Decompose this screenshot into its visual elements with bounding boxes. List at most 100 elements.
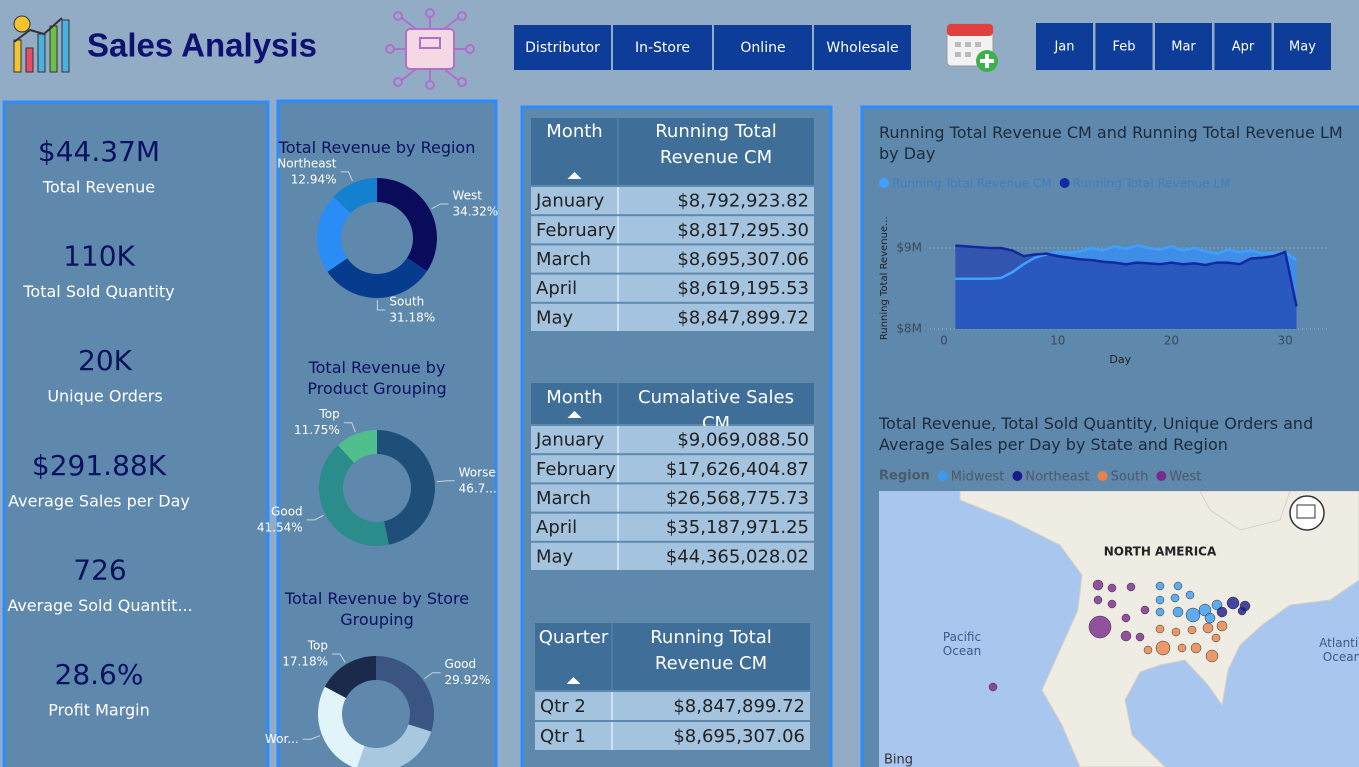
table-cell: $8,792,923.82 xyxy=(677,191,809,212)
table-header-cell: Month xyxy=(546,387,602,408)
table-cell: February xyxy=(536,220,616,241)
map-button[interactable] xyxy=(1289,495,1325,531)
kpi-label: Unique Orders xyxy=(47,387,162,406)
slicer-label[interactable]: In-Store xyxy=(635,40,690,56)
map-bubble xyxy=(1155,581,1165,591)
slicer-label[interactable]: Jan xyxy=(1053,40,1074,55)
month-slicer[interactable]: May xyxy=(1274,23,1331,70)
month-slicer[interactable]: Feb xyxy=(1095,23,1153,70)
slicer-button[interactable] xyxy=(1274,23,1331,70)
chart-title: Running Total Revenue CM and Running Tot… xyxy=(879,123,1343,163)
table-cell: April xyxy=(536,278,577,299)
leader-line xyxy=(431,203,449,210)
table-header-cell: Month xyxy=(546,121,602,142)
table-cell: $8,619,195.53 xyxy=(677,278,809,299)
map-bubble xyxy=(1155,595,1165,605)
slicer-label[interactable]: Feb xyxy=(1112,40,1135,55)
channel-slicer[interactable]: In-Store xyxy=(613,25,712,70)
slicer-button[interactable] xyxy=(613,25,712,70)
table-cell: May xyxy=(536,307,574,328)
slicer-label[interactable]: Online xyxy=(740,40,785,56)
table-cell: $8,847,899.72 xyxy=(673,696,805,717)
slicer-button[interactable] xyxy=(1095,23,1153,70)
map-bubble xyxy=(1177,643,1187,653)
slice-label: Good xyxy=(445,657,477,671)
map-bubble xyxy=(1216,620,1228,632)
kpi-label: Average Sales per Day xyxy=(8,491,190,510)
channel-slicer[interactable]: Distributor xyxy=(514,25,611,70)
kpi-label: Profit Margin xyxy=(48,701,149,720)
map-bubble xyxy=(1135,632,1145,642)
table-cell: $9,069,088.50 xyxy=(677,430,809,451)
slice-value-label: 41.54% xyxy=(257,520,303,534)
map-bubble xyxy=(1216,606,1228,618)
slice-value-label: 11.75% xyxy=(294,423,340,437)
table-row xyxy=(531,455,814,483)
slice-label: Top xyxy=(318,407,339,421)
slicer-label[interactable]: Distributor xyxy=(525,40,600,56)
map-bubble xyxy=(1121,613,1131,623)
kpi-label: Total Sold Quantity xyxy=(22,282,174,301)
kpi-value: 20K xyxy=(78,344,133,377)
map-bubble xyxy=(1170,593,1180,603)
table-cell: $8,695,307.06 xyxy=(673,726,805,747)
donut-slice xyxy=(333,178,377,214)
table-header-cell: Running Total Revenue CM xyxy=(655,121,777,168)
month-slicer[interactable]: Apr xyxy=(1214,23,1272,70)
donut-slice xyxy=(318,686,365,767)
leader-line xyxy=(340,171,353,182)
table-cell: April xyxy=(536,517,577,538)
slice-label: Northeast xyxy=(277,156,337,170)
donut-slice xyxy=(377,178,438,272)
legend-label: Running Total Revenue CM xyxy=(892,177,1052,191)
donut-slice xyxy=(318,445,389,546)
map-label: Pacific Ocean xyxy=(943,630,981,658)
table-row xyxy=(531,245,814,273)
slicer-label[interactable]: Wholesale xyxy=(826,40,898,56)
slicer-button[interactable] xyxy=(814,25,911,70)
month-slicer[interactable]: Mar xyxy=(1155,23,1212,70)
table-cell: $8,817,295.30 xyxy=(677,220,809,241)
legend-label: South xyxy=(1111,470,1149,485)
slicer-button[interactable] xyxy=(1214,23,1272,70)
slice-value-label: 34.32% xyxy=(452,204,498,218)
table-cell: January xyxy=(535,430,605,451)
slicer-button[interactable] xyxy=(714,25,812,70)
map-bubble xyxy=(1107,599,1117,609)
table-cell: $26,568,775.73 xyxy=(666,488,809,509)
channel-slicer[interactable]: Online xyxy=(714,25,812,70)
map-logo: Bing xyxy=(884,753,913,767)
sort-arrow xyxy=(567,411,582,418)
table-header-cell: Quarter xyxy=(539,627,609,648)
slice-label: South xyxy=(389,294,424,308)
table-cell: May xyxy=(536,546,574,567)
x-tick-label: 20 xyxy=(1164,334,1179,348)
table-row xyxy=(531,542,814,570)
map-bubble xyxy=(1093,595,1103,605)
slicer-button[interactable] xyxy=(1155,23,1212,70)
map-bubble xyxy=(1185,590,1195,600)
sort-arrow xyxy=(567,172,582,179)
legend-marker xyxy=(1097,471,1108,481)
slicer-label[interactable]: Mar xyxy=(1171,40,1196,55)
map-bubble xyxy=(1185,607,1201,623)
leader-line xyxy=(424,672,441,680)
month-slicer[interactable]: Jan xyxy=(1036,23,1093,70)
map-bubble xyxy=(1211,633,1221,643)
slice-label: Worse xyxy=(459,465,496,479)
x-axis-title: Day xyxy=(1109,353,1131,366)
logo-icon xyxy=(13,15,70,73)
map-label: AtlanticOcean xyxy=(1319,636,1359,664)
channel-slicer[interactable]: Wholesale xyxy=(814,25,911,70)
map-bubble xyxy=(1237,606,1247,616)
slicer-label[interactable]: Apr xyxy=(1232,40,1255,55)
slicer-button[interactable] xyxy=(1036,23,1093,70)
table-cell: Qtr 1 xyxy=(540,726,586,747)
slicer-button[interactable] xyxy=(514,25,611,70)
slicer-label[interactable]: May xyxy=(1289,40,1316,55)
legend-marker xyxy=(1012,471,1023,481)
donut-slice xyxy=(376,656,434,732)
table-row xyxy=(531,484,814,512)
map-bubble xyxy=(1120,630,1132,642)
